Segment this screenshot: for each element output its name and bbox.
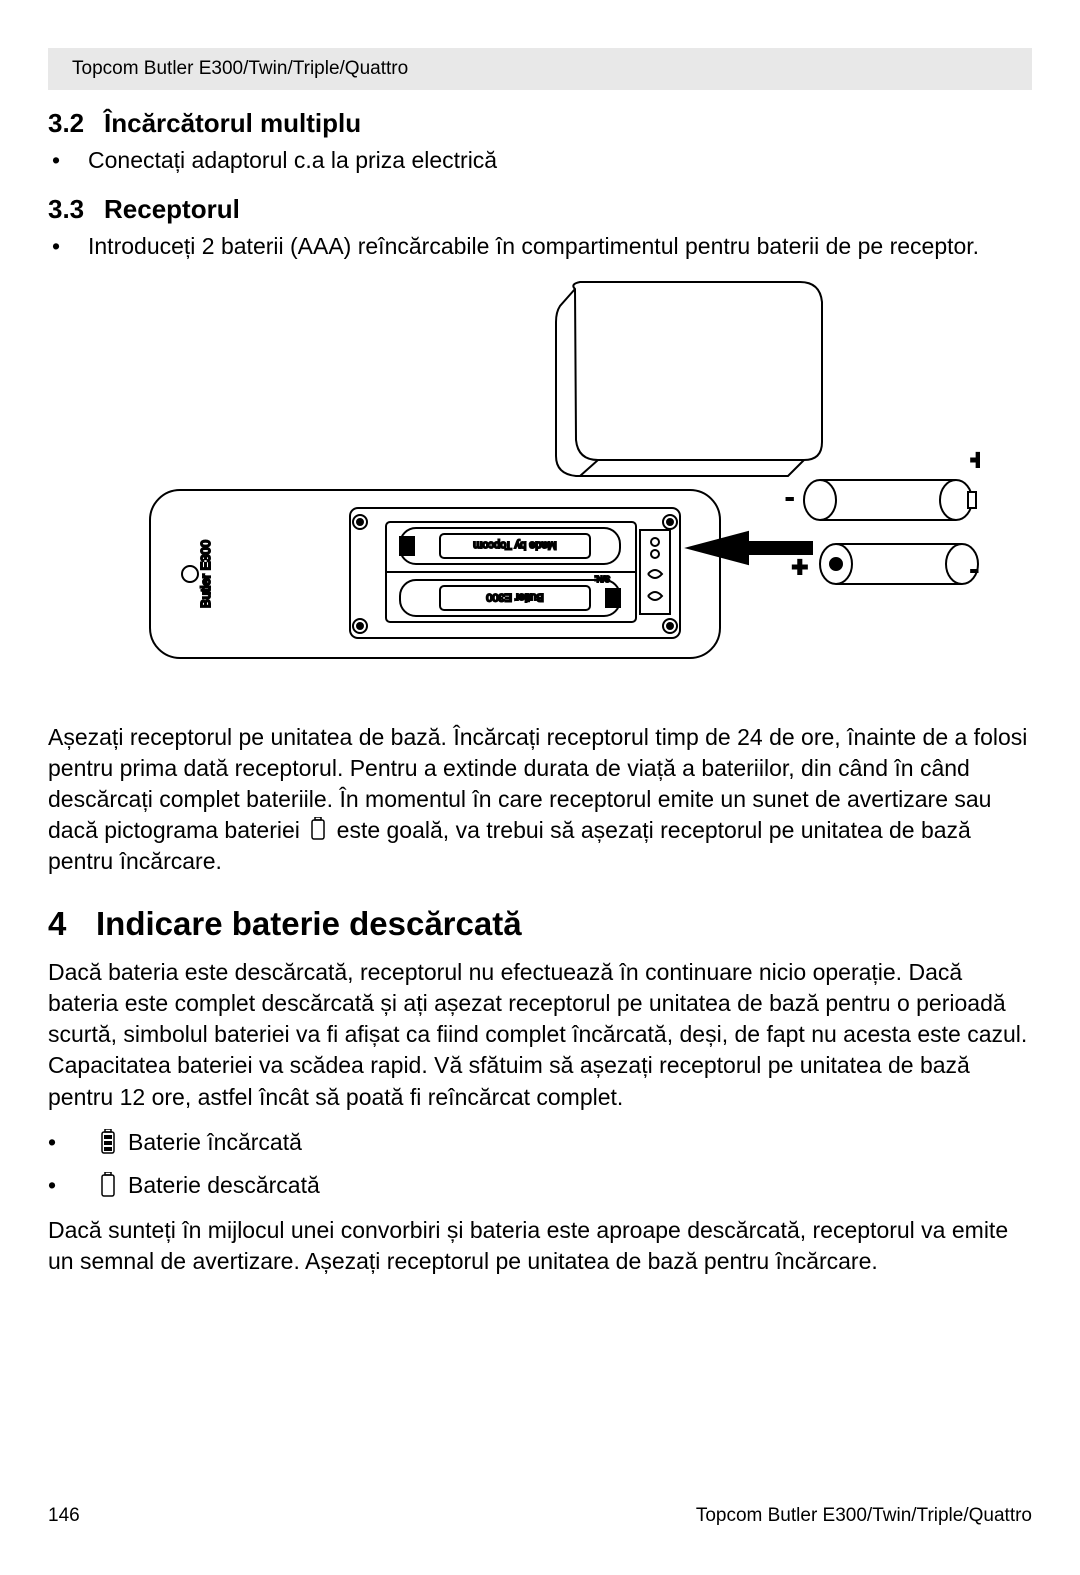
section-3-3-bullet: • Introduceți 2 baterii (AAA) reîncărcab… — [48, 231, 1032, 262]
section-3-3-num: 3.3 — [48, 194, 104, 225]
battery-full-row: • Baterie încărcată — [48, 1129, 1032, 1156]
chapter-4-heading: 4Indicare baterie descărcată — [48, 905, 1032, 943]
diagram-plus-label-2: + — [792, 551, 808, 582]
after-diagram-paragraph: Așezați receptorul pe unitatea de bază. … — [48, 722, 1032, 877]
section-3-3-title: Receptorul — [104, 194, 240, 224]
section-3-2-bullet-text: Conectați adaptorul c.a la priza electri… — [88, 145, 497, 176]
diagram-minus-label: - — [785, 482, 794, 512]
bullet-dot-icon: • — [48, 1129, 88, 1156]
section-3-2-title: Încărcătorul multiplu — [104, 108, 361, 138]
battery-empty-inline-icon — [310, 817, 326, 841]
bullet-dot-icon: • — [48, 231, 88, 262]
battery-empty-label: Baterie descărcată — [128, 1172, 320, 1199]
battery-full-label: Baterie încărcată — [128, 1129, 302, 1156]
diagram-sn-label: S/N: — [594, 574, 610, 583]
section-3-3-bullet-text: Introduceți 2 baterii (AAA) reîncărcabil… — [88, 231, 979, 262]
section-3-3-heading: 3.3Receptorul — [48, 194, 1032, 225]
section-3-2-num: 3.2 — [48, 108, 104, 139]
chapter-4-num: 4 — [48, 905, 96, 943]
bullet-dot-icon: • — [48, 1172, 88, 1199]
header-product: Topcom Butler E300/Twin/Triple/Quattro — [72, 58, 408, 79]
footer-page-num: 146 — [48, 1505, 80, 1527]
header-bar: Topcom Butler E300/Twin/Triple/Quattro — [48, 48, 1032, 90]
chapter-4-title: Indicare baterie descărcată — [96, 905, 522, 942]
battery-empty-row: • Baterie descărcată — [48, 1172, 1032, 1199]
section-3-2-heading: 3.2Încărcătorul multiplu — [48, 108, 1032, 139]
diagram-handset-label: Butler E300 — [198, 540, 213, 608]
battery-diagram: Butler E300 Made by Topcom — [48, 274, 1032, 704]
diagram-model-text: Butler E300 — [486, 591, 543, 603]
bullet-dot-icon: • — [48, 145, 88, 176]
section-3-2-bullet: • Conectați adaptorul c.a la priza elect… — [48, 145, 1032, 176]
battery-empty-icon — [88, 1172, 128, 1198]
diagram-made-by: Made by Topcom — [473, 539, 557, 551]
handset-battery-svg: Butler E300 Made by Topcom — [100, 274, 980, 704]
chapter-4-para2: Dacă sunteți în mijlocul unei convorbiri… — [48, 1215, 1032, 1277]
diagram-plus-label: + — [970, 444, 980, 475]
page-footer: 146 Topcom Butler E300/Twin/Triple/Quatt… — [48, 1505, 1032, 1527]
chapter-4-para1: Dacă bateria este descărcată, receptorul… — [48, 957, 1032, 1112]
page-content: 3.2Încărcătorul multiplu • Conectați ada… — [0, 108, 1080, 1277]
diagram-minus-label-2: - — [970, 554, 979, 584]
battery-full-icon — [88, 1129, 128, 1155]
footer-product: Topcom Butler E300/Twin/Triple/Quattro — [696, 1505, 1032, 1527]
